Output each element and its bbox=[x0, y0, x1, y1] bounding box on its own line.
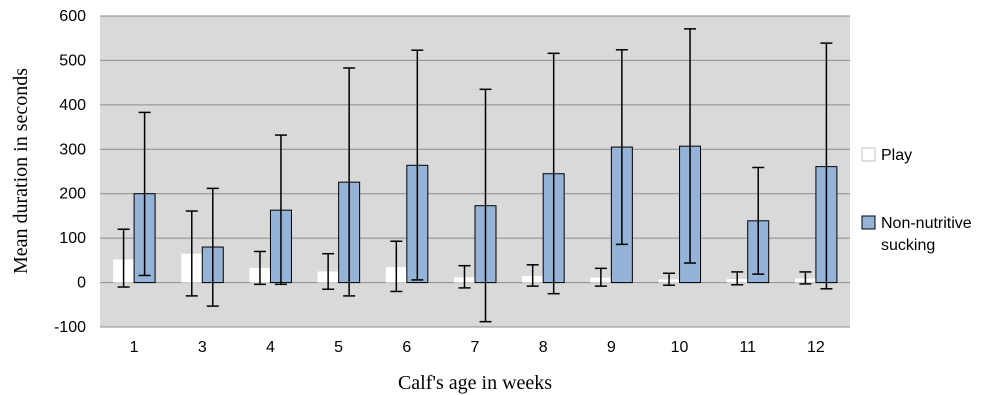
legend-label-play: Play bbox=[881, 147, 912, 164]
x-axis-title: Calf's age in weeks bbox=[398, 372, 552, 394]
y-tick-label: 0 bbox=[77, 275, 86, 292]
x-tick-label: 5 bbox=[334, 339, 343, 356]
y-axis-title: Mean duration in seconds bbox=[10, 68, 32, 274]
x-tick-label: 7 bbox=[471, 339, 480, 356]
x-tick-label: 9 bbox=[607, 339, 616, 356]
legend-swatch-non-nutritive-sucking bbox=[862, 216, 875, 229]
y-tick-labels: -100 0 100 200 300 400 500 600 bbox=[54, 8, 86, 336]
x-tick-label: 1 bbox=[130, 339, 139, 356]
x-tick-labels: 1 3 4 5 6 7 8 9 10 11 12 bbox=[130, 339, 825, 356]
y-tick-label: 400 bbox=[59, 97, 86, 114]
y-tick-label: 100 bbox=[59, 230, 86, 247]
x-tick-label: 4 bbox=[266, 339, 275, 356]
legend: Play Non-nutritive sucking bbox=[862, 147, 976, 254]
legend-swatch-play bbox=[862, 148, 875, 161]
y-tick-label: 600 bbox=[59, 8, 86, 25]
x-tick-label: 12 bbox=[807, 339, 825, 356]
x-tick-label: 6 bbox=[402, 339, 411, 356]
x-tick-label: 8 bbox=[539, 339, 548, 356]
y-tick-label: -100 bbox=[54, 319, 86, 336]
legend-label-non-nutritive-sucking: Non-nutritive sucking bbox=[881, 215, 976, 254]
x-tick-label: 3 bbox=[198, 339, 207, 356]
y-tick-label: 200 bbox=[59, 186, 86, 203]
x-tick-label: 11 bbox=[739, 339, 756, 356]
x-tick-label: 10 bbox=[671, 339, 689, 356]
y-tick-label: 500 bbox=[59, 52, 86, 69]
y-tick-label: 300 bbox=[59, 141, 86, 158]
